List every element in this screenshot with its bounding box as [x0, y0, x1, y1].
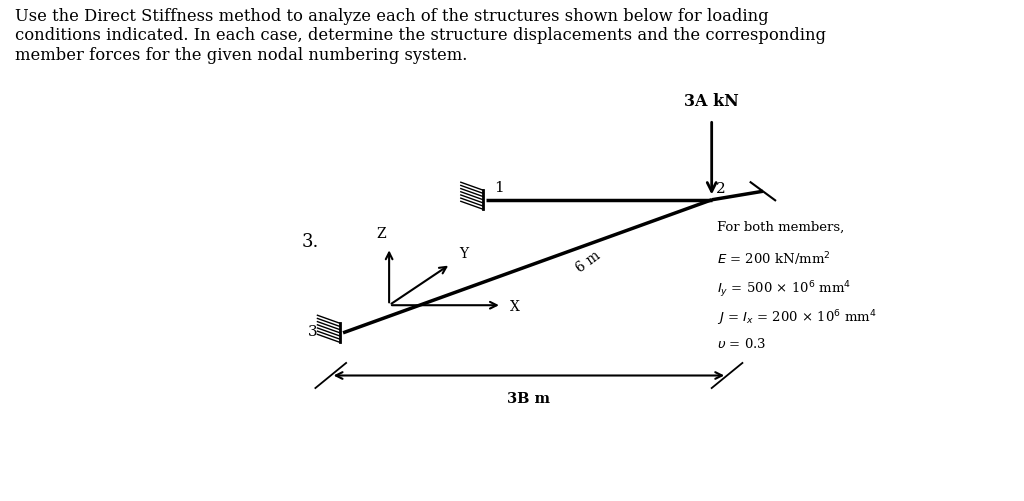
- Text: 2: 2: [716, 181, 726, 195]
- Text: 3A kN: 3A kN: [684, 93, 739, 110]
- Text: $J$ = $I_x$ = 200 × 10$^6$ mm$^4$: $J$ = $I_x$ = 200 × 10$^6$ mm$^4$: [717, 308, 877, 327]
- Text: 3.: 3.: [302, 233, 319, 251]
- Text: 1: 1: [495, 180, 505, 194]
- Text: X: X: [510, 300, 520, 314]
- Text: 3: 3: [308, 324, 317, 338]
- Text: $E$ = 200 kN/mm$^2$: $E$ = 200 kN/mm$^2$: [717, 249, 830, 267]
- Text: Use the Direct Stiffness method to analyze each of the structures shown below fo: Use the Direct Stiffness method to analy…: [15, 8, 826, 64]
- Text: Z: Z: [376, 226, 386, 240]
- Text: Y: Y: [459, 246, 468, 261]
- Text: 6 m: 6 m: [573, 248, 603, 275]
- Text: $I_y$ = 500 × 10$^6$ mm$^4$: $I_y$ = 500 × 10$^6$ mm$^4$: [717, 279, 851, 299]
- Text: 3B m: 3B m: [508, 391, 550, 405]
- Text: $υ$ = 0.3: $υ$ = 0.3: [717, 337, 766, 351]
- Text: For both members,: For both members,: [717, 220, 844, 233]
